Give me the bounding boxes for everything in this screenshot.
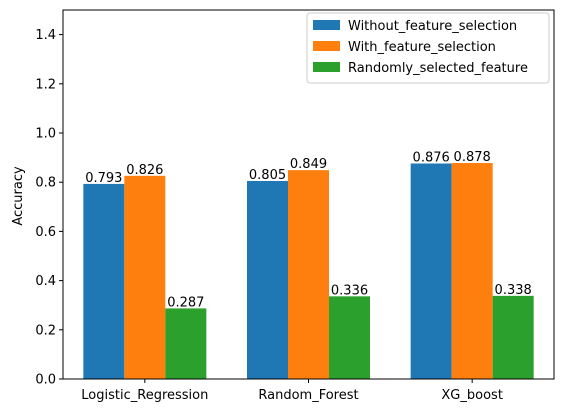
data-label: 0.793 [85,171,122,186]
y-axis-label: Accuracy [11,166,26,226]
x-tick-label: Logistic_Regression [81,388,208,403]
legend-label: Without_feature_selection [348,19,517,34]
y-tick-label: 0.6 [35,225,56,240]
bar-without-feature-selection-xg-boost [410,163,452,379]
bar-without-feature-selection-logistic-regression [83,183,125,379]
data-label: 0.338 [495,283,532,298]
bar-with-feature-selection-logistic-regression [124,175,166,379]
bar-randomly-selected-feature-logistic-regression [165,308,207,379]
y-tick-label: 0.4 [35,274,56,289]
legend-swatch [313,20,340,30]
bars-layer: 0.793 0.826 0.287 0.805 0.849 0.336 0.876 0.878… [83,150,534,379]
x-axis: Logistic_Regression Random_Forest XG_boost [81,379,503,403]
data-label: 0.336 [331,283,368,298]
x-tick-label: Random_Forest [258,388,358,403]
legend: Without_feature_selection With_feature_se… [306,12,550,84]
y-axis: 0.0 0.2 0.4 0.6 0.8 1.0 1.2 1.4 [35,28,63,388]
legend-swatch [313,62,340,72]
legend-label: Randomly_selected_feature [348,61,528,76]
data-label: 0.287 [167,295,204,310]
y-tick-label: 0.8 [35,176,56,191]
x-tick-label: XG_boost [441,388,503,403]
plot-frame [62,9,555,380]
y-tick-label: 0.2 [35,323,56,338]
legend-label: With_feature_selection [348,40,496,55]
bar-randomly-selected-feature-xg-boost [492,295,534,379]
bar-randomly-selected-feature-random-forest [329,296,370,379]
legend-box [306,12,550,84]
bar-with-feature-selection-xg-boost [451,163,493,379]
y-tick-label: 0.0 [35,373,56,388]
legend-swatch [313,41,340,51]
data-label: 0.878 [454,150,491,165]
data-label: 0.805 [249,168,286,183]
y-tick-label: 1.4 [35,28,56,43]
bar-with-feature-selection-random-forest [288,170,329,379]
bar-without-feature-selection-random-forest [247,180,288,379]
y-tick-label: 1.0 [35,127,56,142]
data-label: 0.849 [290,157,327,172]
data-label: 0.826 [126,163,163,178]
y-tick-label: 1.2 [35,77,56,92]
data-label: 0.876 [413,151,450,166]
